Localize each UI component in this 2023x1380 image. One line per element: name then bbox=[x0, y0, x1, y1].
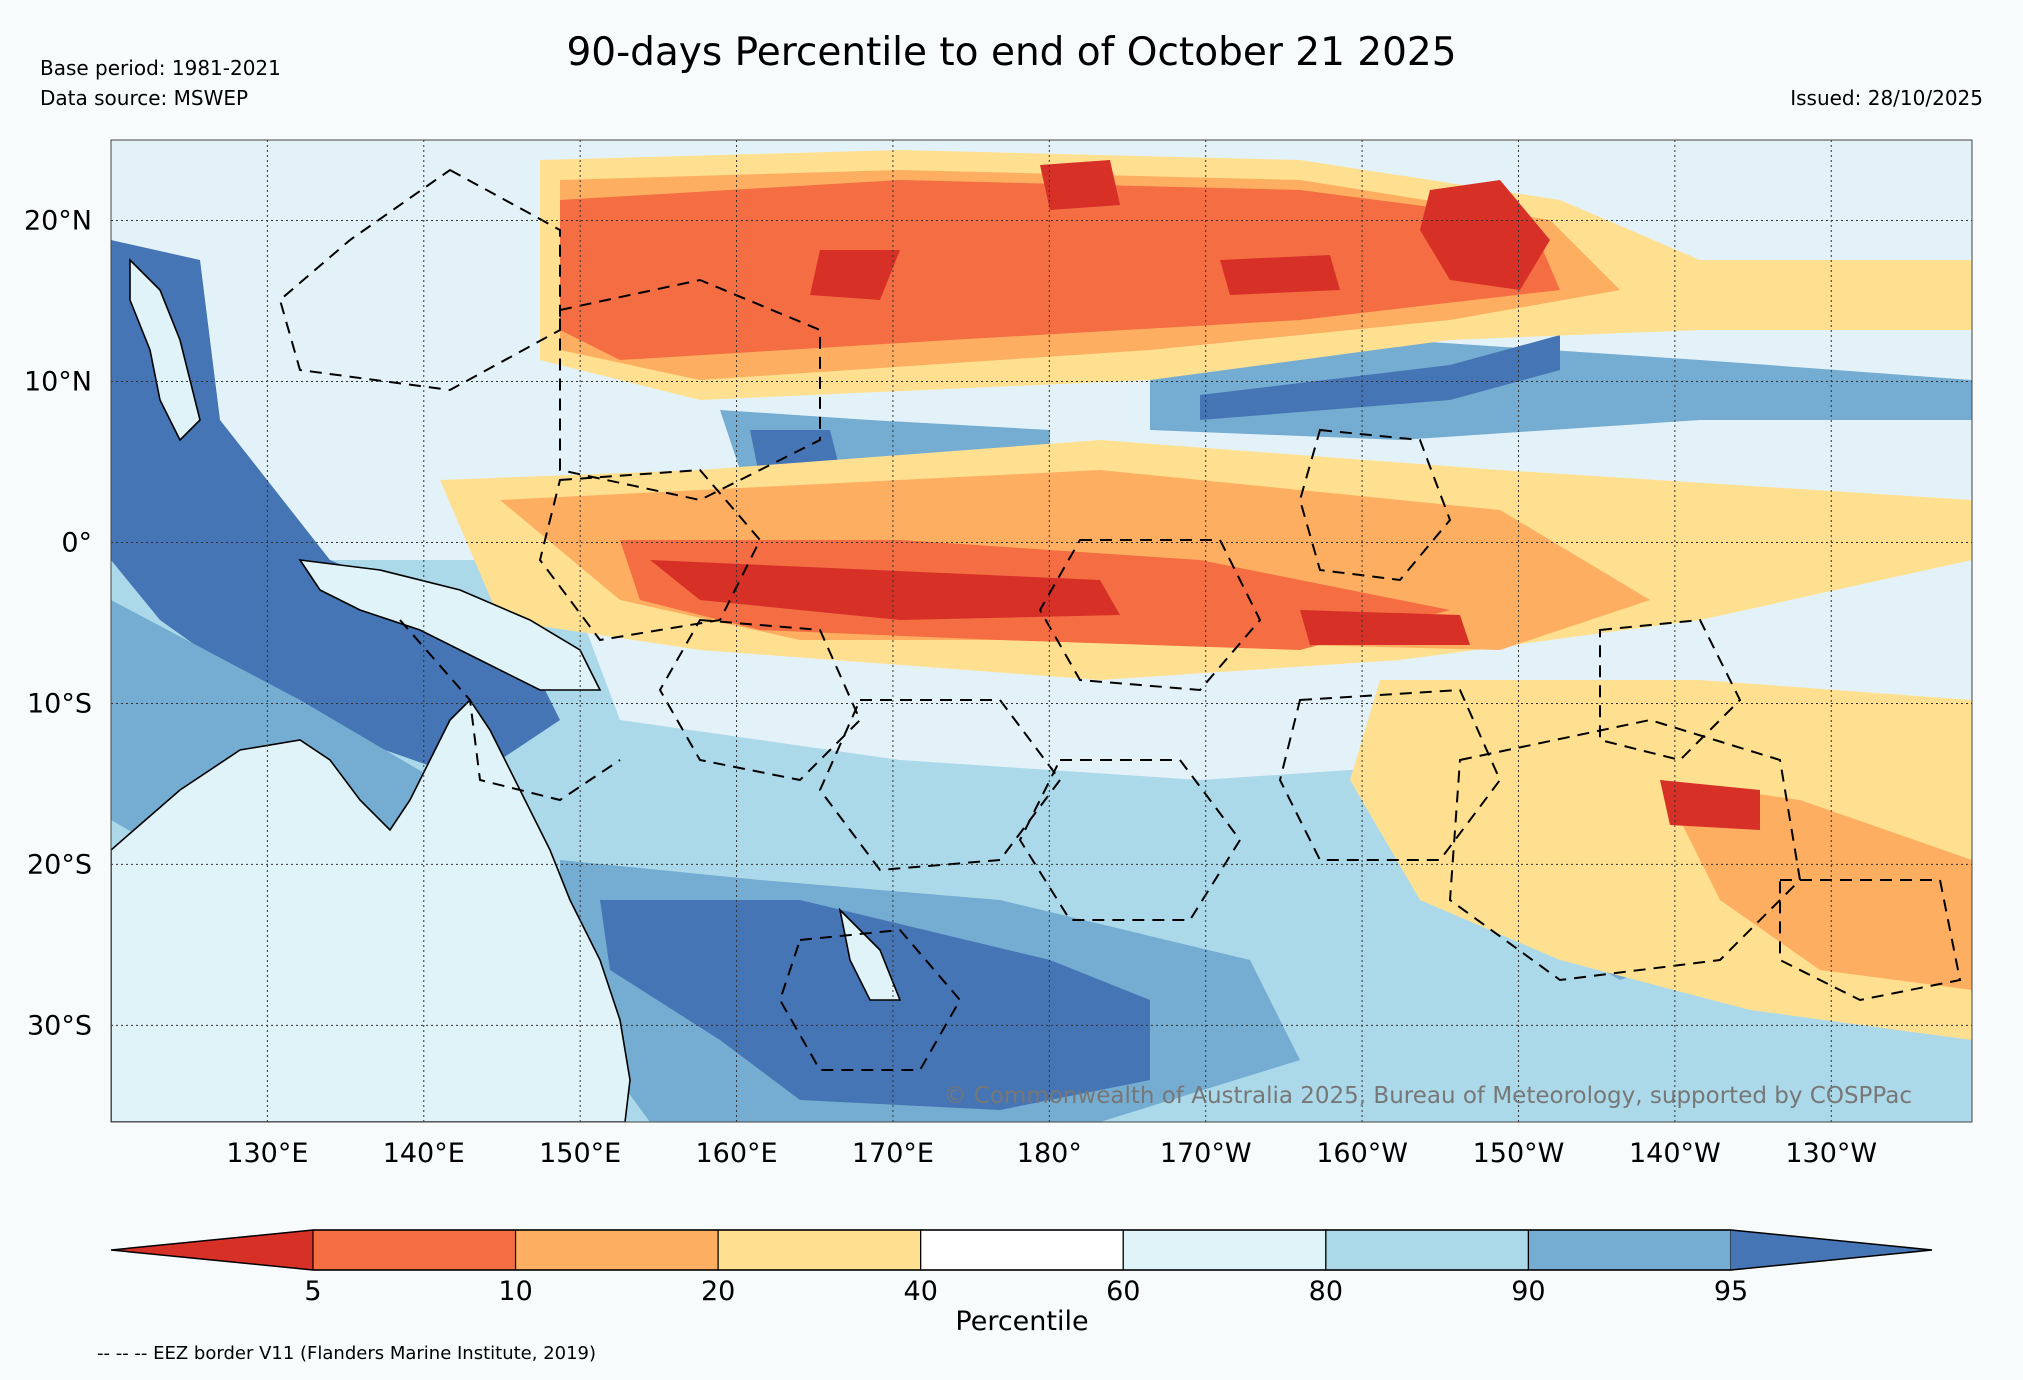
eez-marquesas bbox=[1599, 618, 1742, 762]
field-above-95-nbelt bbox=[1200, 335, 1560, 420]
field-below-20-southeast bbox=[1660, 780, 1972, 990]
lon-label: 140°W bbox=[1629, 1138, 1721, 1169]
base-period-text: Base period: 1981-2021 bbox=[40, 56, 281, 80]
lon-label: 170°W bbox=[1160, 1138, 1252, 1169]
field-below-5-north-a bbox=[1420, 180, 1550, 290]
graticule bbox=[111, 140, 1972, 1122]
percentile-field bbox=[111, 150, 1972, 1122]
eez-kermadec bbox=[778, 928, 962, 1071]
lat-label: 10°N bbox=[24, 366, 92, 397]
lon-label: 180° bbox=[1017, 1138, 1082, 1169]
colorbar-extend-high bbox=[1731, 1230, 1932, 1270]
issued-date-text: Issued: 28/10/2025 bbox=[1790, 86, 1983, 110]
data-source-text: Data source: MSWEP bbox=[40, 86, 249, 110]
latitude-labels: 20°N 10°N 0° 10°S 20°S 30°S bbox=[24, 205, 92, 1041]
eez-french-polynesia bbox=[1448, 718, 1802, 982]
lat-label: 30°S bbox=[27, 1010, 92, 1041]
eez-tuvalu-solomons bbox=[658, 618, 862, 782]
eez-marshall-islands bbox=[559, 278, 821, 502]
colorbar-tick: 90 bbox=[1511, 1276, 1545, 1307]
land-outlines bbox=[111, 258, 902, 1122]
lat-label: 0° bbox=[61, 527, 92, 558]
lon-label: 150°W bbox=[1473, 1138, 1565, 1169]
philippines-outline bbox=[129, 258, 201, 442]
australia-outline bbox=[111, 698, 631, 1122]
eez-kiribati-gilbert bbox=[538, 468, 762, 642]
eez-pitcairn bbox=[1779, 879, 1962, 1002]
eez-tonga bbox=[1018, 759, 1242, 921]
colorbar-extend-low bbox=[111, 1230, 313, 1270]
colorbar-cell bbox=[312, 1229, 517, 1271]
colorbar-cells bbox=[312, 1229, 1732, 1271]
colorbar-tick: 20 bbox=[701, 1276, 735, 1307]
colorbar-cell bbox=[717, 1229, 922, 1271]
field-below-5-north-c bbox=[1040, 160, 1120, 210]
eez-footnote: -- -- -- EEZ border V11 (Flanders Marine… bbox=[97, 1343, 597, 1364]
lon-label: 170°E bbox=[852, 1138, 934, 1169]
new-zealand-outline bbox=[838, 907, 902, 1001]
lon-label: 160°W bbox=[1316, 1138, 1408, 1169]
longitude-labels: 130°E 140°E 150°E 160°E 170°E 180° 170°W 160°W 1… bbox=[226, 1138, 1877, 1169]
eez-borders bbox=[278, 168, 1962, 1071]
eez-micronesia bbox=[278, 168, 561, 392]
eez-australia-east bbox=[399, 619, 621, 802]
lon-label: 160°E bbox=[695, 1138, 777, 1169]
field-below-5-equator-a bbox=[650, 560, 1120, 620]
field-below-5-southeast bbox=[1660, 780, 1760, 830]
field-above-95-west bbox=[111, 240, 560, 780]
colorbar-tick: 60 bbox=[1106, 1276, 1140, 1307]
colorbar-cell bbox=[1527, 1229, 1732, 1271]
colorbar-cell bbox=[920, 1229, 1124, 1271]
colorbar-tick-labels: 5 10 20 40 60 80 90 95 bbox=[304, 1276, 1748, 1307]
lon-label: 150°E bbox=[539, 1138, 621, 1169]
colorbar-tick: 95 bbox=[1714, 1276, 1748, 1307]
colorbar-cell bbox=[1325, 1229, 1530, 1271]
colorbar-label: Percentile bbox=[955, 1306, 1088, 1337]
eez-vanuatu-fiji bbox=[818, 699, 1062, 872]
colorbar-cell bbox=[1122, 1229, 1327, 1271]
lat-label: 20°N bbox=[24, 205, 92, 236]
colorbar-tick: 5 bbox=[304, 1276, 321, 1307]
field-below-5-equator-b bbox=[1300, 610, 1470, 645]
field-below-5-north-b bbox=[1220, 255, 1340, 295]
eez-phoenix-tokelau bbox=[1038, 539, 1262, 692]
map-layers bbox=[111, 150, 1972, 1122]
chart-title: 90-days Percentile to end of October 21 … bbox=[566, 30, 1457, 75]
colorbar: 5 10 20 40 60 80 90 95 Percentile bbox=[110, 1229, 1933, 1337]
lat-label: 10°S bbox=[27, 688, 92, 719]
lon-label: 130°E bbox=[226, 1138, 308, 1169]
field-below-10-north bbox=[560, 180, 1560, 360]
map-frame bbox=[110, 139, 1973, 1123]
colorbar-cell bbox=[514, 1229, 719, 1271]
colorbar-tick: 40 bbox=[904, 1276, 938, 1307]
lon-label: 130°W bbox=[1785, 1138, 1877, 1169]
lat-label: 20°S bbox=[27, 849, 92, 880]
copyright-text: © Commonwealth of Australia 2025, Bureau… bbox=[943, 1083, 1912, 1109]
field-above-90-nbelt bbox=[1150, 340, 1972, 440]
field-below-5-north-d bbox=[810, 250, 900, 300]
colorbar-tick: 10 bbox=[498, 1276, 532, 1307]
new-guinea-outline bbox=[298, 558, 602, 691]
colorbar-outline bbox=[110, 1229, 1933, 1271]
lon-label: 140°E bbox=[383, 1138, 465, 1169]
eez-cook-islands bbox=[1278, 688, 1502, 861]
eez-line-islands bbox=[1298, 428, 1452, 582]
field-above-95-south bbox=[600, 900, 1150, 1110]
colorbar-tick: 80 bbox=[1309, 1276, 1343, 1307]
